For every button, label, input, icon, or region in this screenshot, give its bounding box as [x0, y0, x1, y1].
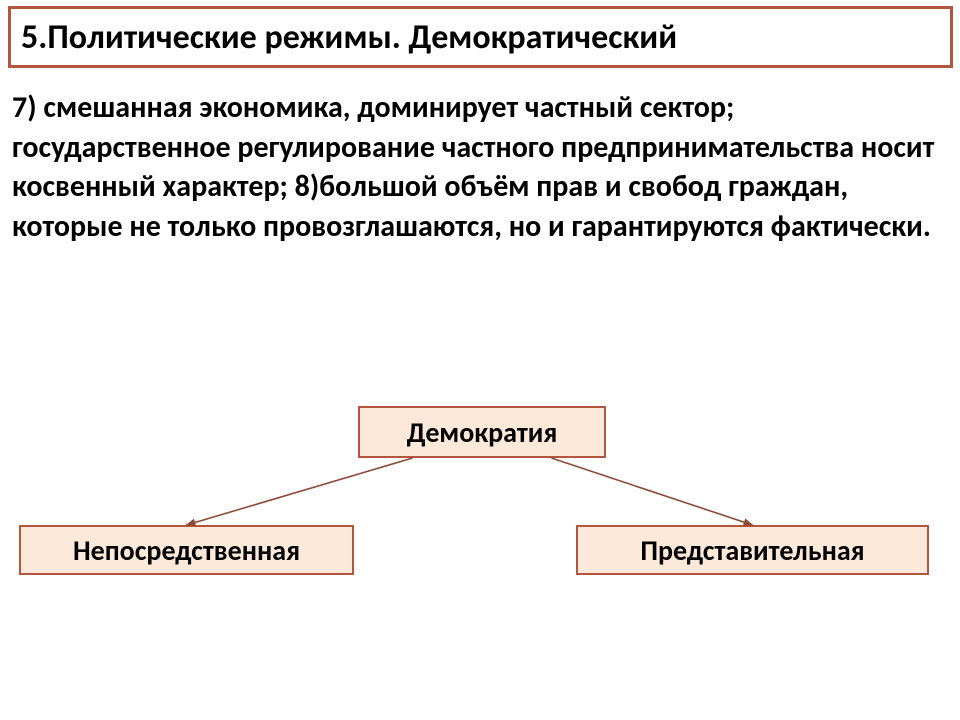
slide-title-box: 5.Политические режимы. Демократический: [8, 6, 953, 68]
diagram-node-right-label: Представительная: [640, 533, 864, 568]
diagram-node-left: Непосредственная: [19, 525, 354, 575]
diagram-node-left-label: Непосредственная: [73, 533, 300, 568]
diagram-node-root-label: Демократия: [407, 415, 558, 450]
slide-title: 5.Политические режимы. Демократический: [21, 17, 677, 58]
slide-paragraph: 7) смешанная экономика, доминирует частн…: [12, 88, 940, 246]
diagram-node-root: Демократия: [358, 406, 606, 458]
diagram-node-right: Представительная: [576, 525, 929, 575]
